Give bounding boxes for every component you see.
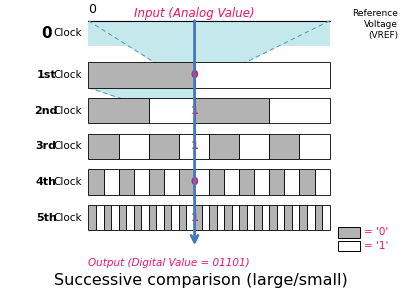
Bar bbox=[194, 98, 269, 123]
Bar bbox=[133, 169, 148, 195]
Text: 5th: 5th bbox=[36, 213, 57, 222]
Bar bbox=[88, 62, 194, 88]
Text: 1: 1 bbox=[190, 141, 198, 151]
Text: 2nd: 2nd bbox=[34, 106, 58, 116]
Bar bbox=[337, 241, 359, 251]
Bar bbox=[178, 205, 186, 230]
Bar bbox=[321, 205, 329, 230]
Bar bbox=[314, 205, 321, 230]
Bar bbox=[246, 205, 254, 230]
Text: Successive comparison (large/small): Successive comparison (large/small) bbox=[54, 273, 347, 288]
Text: 1st: 1st bbox=[36, 70, 56, 80]
Text: 4th: 4th bbox=[36, 177, 57, 187]
Text: Clock: Clock bbox=[54, 106, 82, 116]
Text: 0: 0 bbox=[41, 26, 51, 41]
Text: Clock: Clock bbox=[54, 29, 82, 38]
Bar bbox=[261, 205, 269, 230]
Text: Output (Digital Value = 01101): Output (Digital Value = 01101) bbox=[88, 258, 249, 268]
Text: Clock: Clock bbox=[54, 141, 82, 151]
Bar bbox=[178, 169, 193, 195]
Bar bbox=[194, 205, 201, 230]
Bar bbox=[156, 205, 164, 230]
Bar bbox=[103, 169, 118, 195]
Bar bbox=[299, 169, 314, 195]
Polygon shape bbox=[192, 123, 196, 137]
Bar bbox=[88, 21, 329, 46]
Text: = '1': = '1' bbox=[363, 241, 387, 251]
Text: Clock: Clock bbox=[54, 213, 82, 222]
Bar bbox=[88, 134, 118, 159]
Bar bbox=[148, 98, 194, 123]
Bar bbox=[284, 205, 291, 230]
Bar bbox=[253, 169, 269, 195]
Bar bbox=[103, 205, 111, 230]
Bar bbox=[224, 205, 231, 230]
Bar bbox=[118, 134, 148, 159]
Text: Clock: Clock bbox=[54, 177, 82, 187]
Bar bbox=[118, 205, 126, 230]
Bar bbox=[253, 205, 261, 230]
Bar bbox=[148, 205, 156, 230]
Bar bbox=[194, 62, 329, 88]
Text: Clock: Clock bbox=[54, 70, 82, 80]
Bar bbox=[337, 227, 359, 238]
Bar bbox=[276, 205, 284, 230]
Bar bbox=[209, 134, 239, 159]
Bar bbox=[299, 205, 306, 230]
Bar bbox=[126, 205, 133, 230]
Text: = '0': = '0' bbox=[363, 228, 387, 237]
Bar bbox=[306, 205, 314, 230]
Text: 3rd: 3rd bbox=[36, 141, 57, 151]
Bar bbox=[171, 205, 178, 230]
Bar bbox=[141, 205, 148, 230]
Text: Input (Analog Value): Input (Analog Value) bbox=[134, 7, 254, 20]
Text: Reference
Voltage
(VREF): Reference Voltage (VREF) bbox=[351, 9, 397, 40]
Bar bbox=[239, 169, 253, 195]
Bar bbox=[209, 169, 224, 195]
Bar bbox=[216, 205, 224, 230]
Text: 0: 0 bbox=[190, 70, 198, 80]
Bar bbox=[299, 134, 329, 159]
Bar bbox=[148, 134, 178, 159]
Bar bbox=[269, 134, 299, 159]
Bar bbox=[224, 169, 239, 195]
Text: 0: 0 bbox=[88, 3, 96, 16]
Bar bbox=[133, 205, 141, 230]
Bar bbox=[314, 169, 329, 195]
Text: 0: 0 bbox=[190, 177, 198, 187]
Bar bbox=[164, 169, 178, 195]
Bar bbox=[178, 134, 209, 159]
Bar bbox=[96, 205, 103, 230]
Bar bbox=[148, 169, 164, 195]
Polygon shape bbox=[88, 21, 329, 89]
Bar bbox=[201, 205, 209, 230]
Bar bbox=[239, 205, 246, 230]
Bar bbox=[291, 205, 299, 230]
Text: 1: 1 bbox=[190, 213, 198, 222]
Bar bbox=[186, 205, 194, 230]
Bar bbox=[111, 205, 118, 230]
Bar bbox=[88, 98, 148, 123]
Bar bbox=[88, 205, 96, 230]
Bar bbox=[209, 205, 216, 230]
Bar bbox=[239, 134, 269, 159]
Bar bbox=[88, 169, 103, 195]
Bar bbox=[194, 169, 209, 195]
Bar bbox=[269, 98, 329, 123]
Bar bbox=[284, 169, 299, 195]
Bar bbox=[164, 205, 171, 230]
Bar bbox=[231, 205, 239, 230]
Bar bbox=[269, 205, 276, 230]
Bar bbox=[269, 169, 284, 195]
Polygon shape bbox=[88, 88, 194, 123]
Bar bbox=[118, 169, 133, 195]
Text: 1: 1 bbox=[190, 106, 198, 116]
